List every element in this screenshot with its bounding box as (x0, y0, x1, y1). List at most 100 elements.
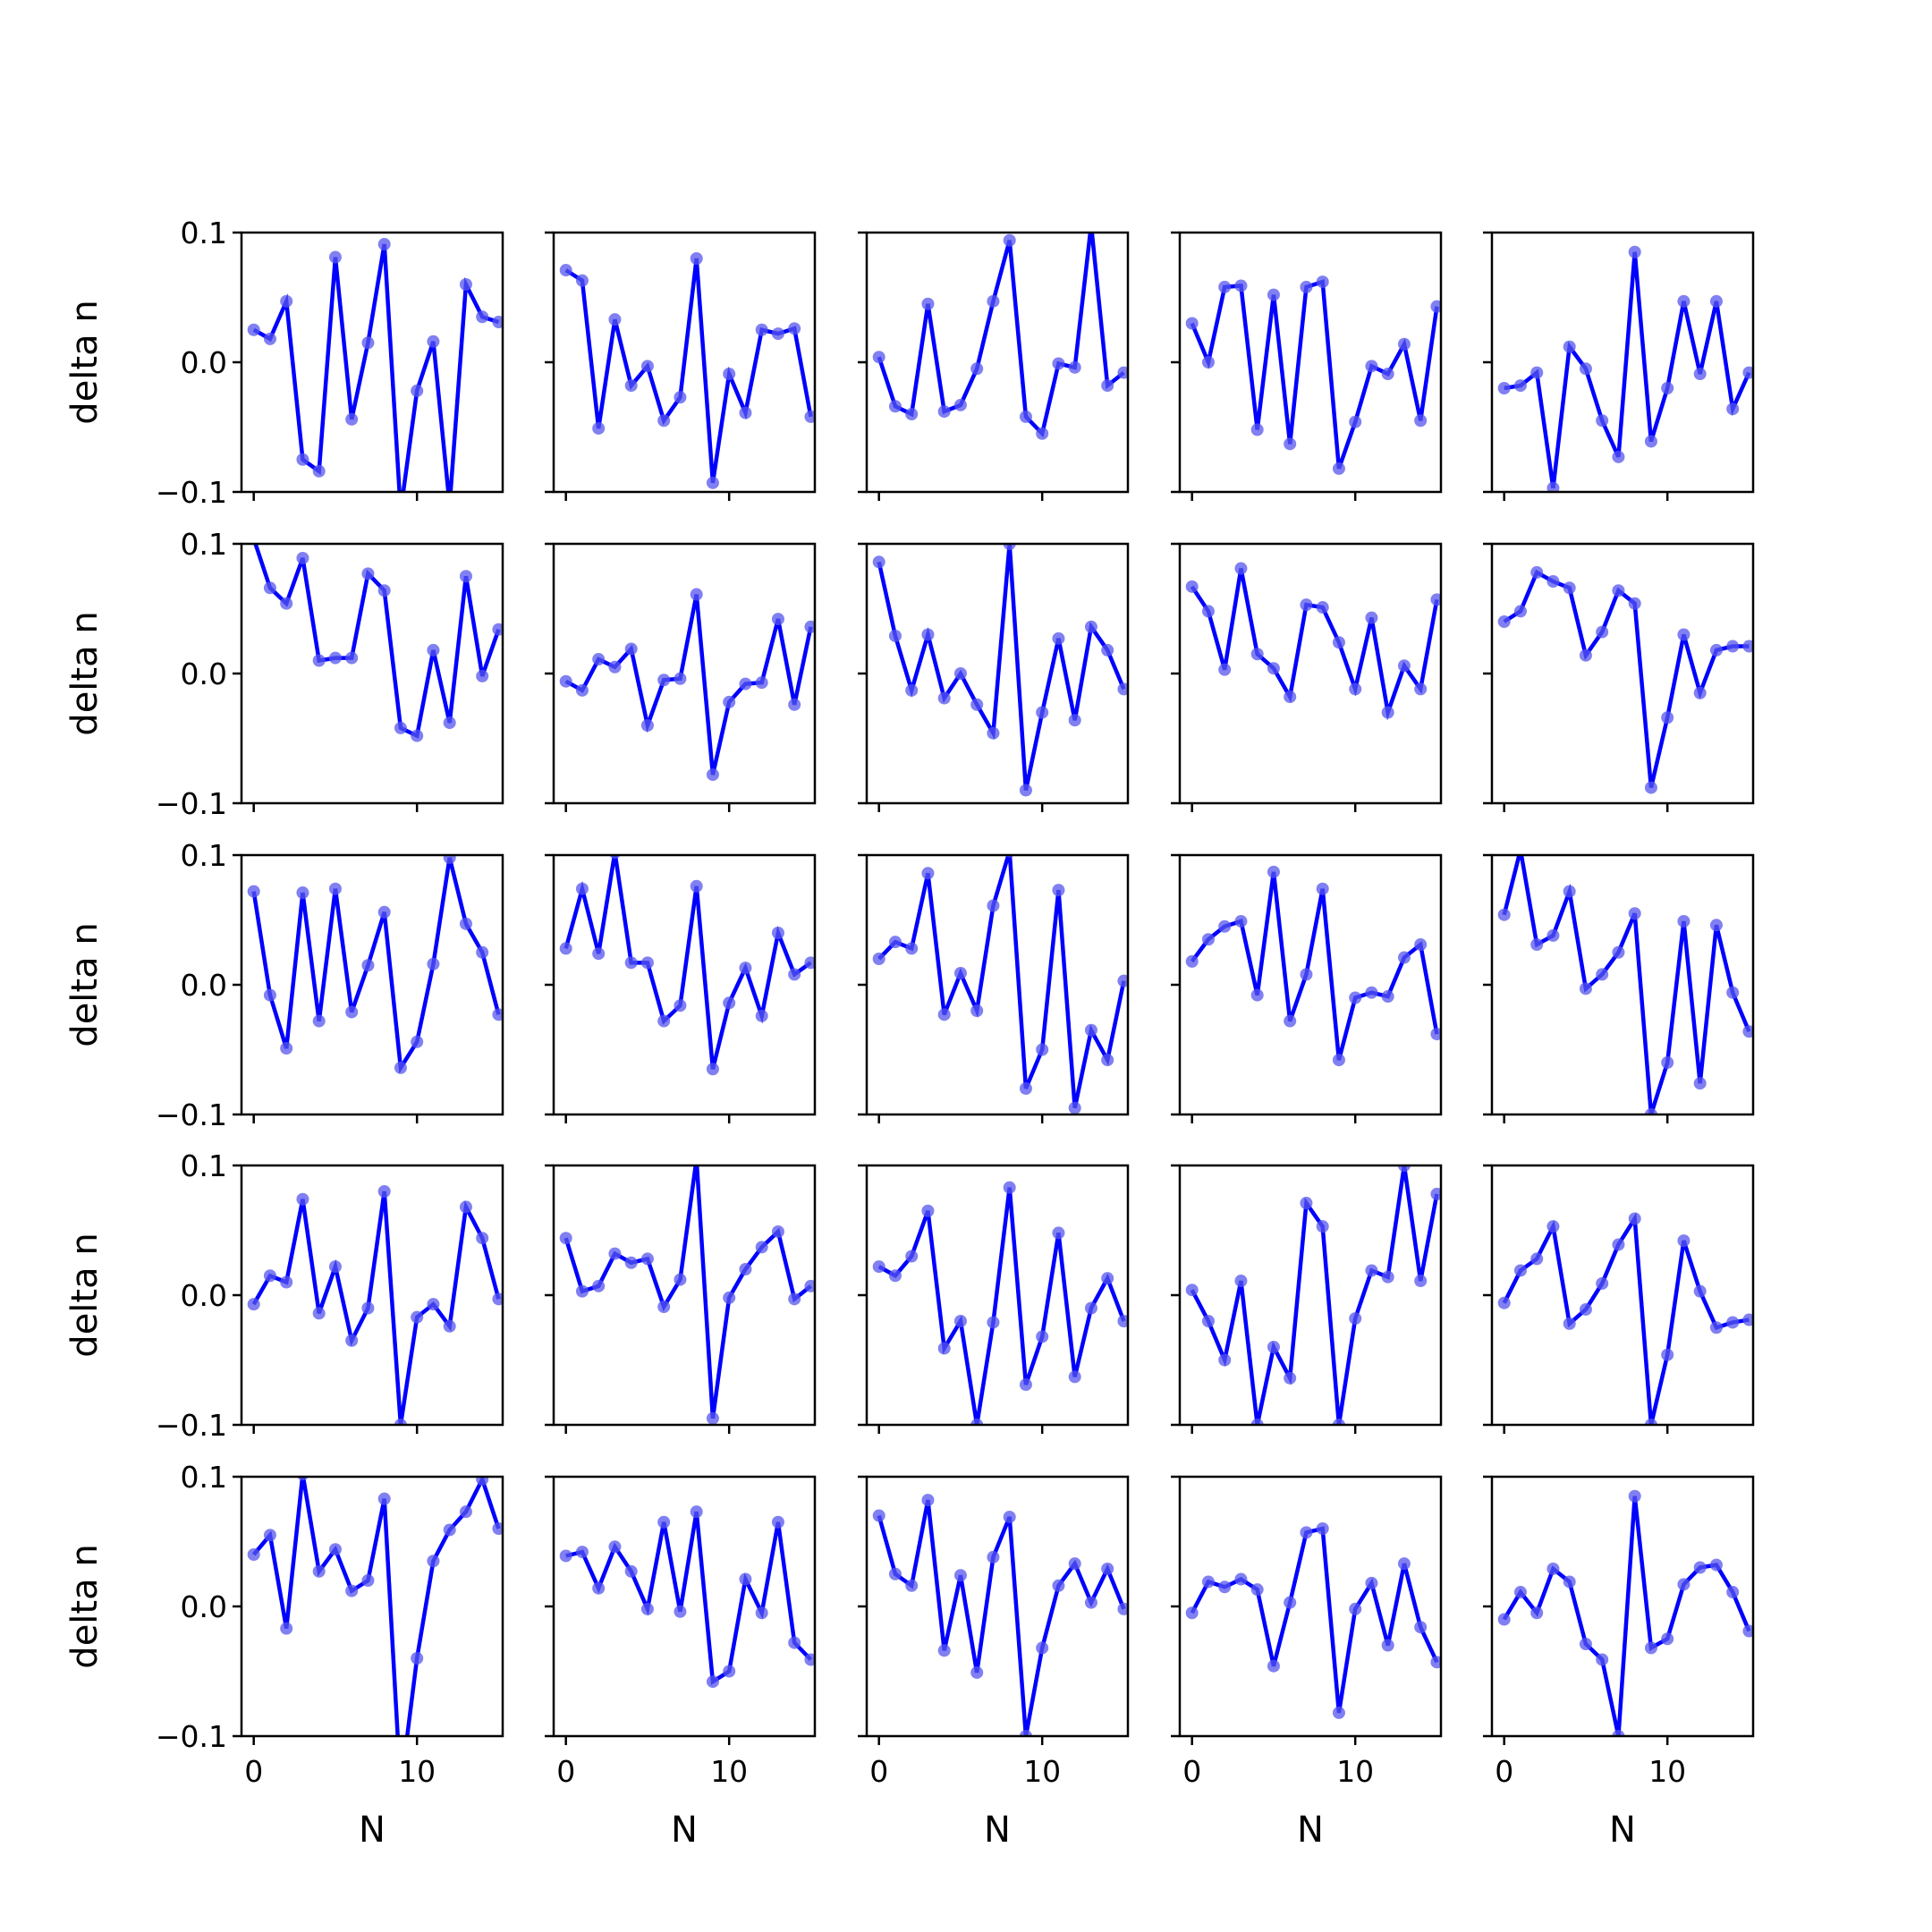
data-point (328, 1260, 342, 1274)
x-axis-label: N (984, 1809, 1011, 1851)
data-point (1300, 280, 1313, 293)
data-point (443, 855, 456, 864)
data-point (411, 1310, 424, 1324)
data-point (1101, 643, 1114, 657)
data-point (280, 1042, 293, 1055)
data-point (1546, 1562, 1560, 1575)
data-point (1381, 1270, 1394, 1284)
data-point (1332, 636, 1345, 649)
data-point (443, 1523, 456, 1537)
data-point (609, 855, 621, 860)
subplot-r2-c3 (1171, 853, 1443, 1123)
subplot-r0-c2 (858, 218, 1130, 501)
data-point (1742, 1313, 1753, 1326)
data-point (377, 905, 391, 919)
data-point (361, 1301, 375, 1315)
data-point (1101, 1054, 1114, 1067)
data-point (1003, 233, 1016, 247)
data-point (1300, 1197, 1313, 1210)
data-point (1052, 1226, 1065, 1240)
subplot-r3-c1 (545, 1164, 817, 1434)
data-point (1414, 1621, 1428, 1634)
y-tick-label: 0.1 (181, 1148, 227, 1183)
series-line (565, 1511, 813, 1685)
data-point (476, 1232, 489, 1245)
data-point (345, 412, 359, 426)
data-point (1726, 402, 1740, 416)
data-point (937, 691, 951, 705)
data-point (1677, 1234, 1690, 1248)
data-point (1185, 954, 1199, 968)
data-point (788, 1292, 801, 1306)
data-point (1052, 357, 1065, 370)
data-point (674, 1273, 687, 1286)
data-point (1300, 598, 1313, 612)
data-point (1596, 414, 1609, 428)
data-point (411, 729, 424, 742)
data-point (755, 1606, 768, 1620)
data-point (888, 1567, 902, 1580)
data-point (1267, 1659, 1280, 1673)
data-point (624, 642, 638, 656)
x-axis-label: N (359, 1809, 386, 1851)
data-point (1068, 1101, 1081, 1114)
data-point (394, 505, 407, 518)
data-point (739, 406, 752, 419)
data-point (1267, 865, 1280, 878)
data-point (345, 1584, 359, 1597)
data-point (592, 1581, 606, 1595)
data-point (1579, 362, 1592, 376)
data-point (1497, 908, 1511, 921)
subplot-r2-c0: −0.1 0.0 0.1 delta n (64, 838, 504, 1132)
data-point (657, 1515, 671, 1529)
data-point (1414, 414, 1428, 428)
subplot-r3-c4 (1483, 1164, 1755, 1434)
data-point (1513, 605, 1527, 618)
data-point (657, 414, 671, 428)
data-point (492, 1008, 503, 1021)
y-axis-label: delta n (64, 611, 106, 735)
data-point (1563, 340, 1576, 353)
data-point (312, 654, 326, 667)
data-point (1365, 611, 1378, 624)
data-point (297, 1477, 309, 1481)
data-point (1052, 631, 1065, 645)
data-point (1563, 581, 1576, 595)
data-point (1546, 481, 1560, 492)
data-point (1612, 584, 1625, 597)
data-point (1661, 1632, 1674, 1646)
y-tick-label: 0.1 (181, 527, 227, 562)
data-point (1201, 1315, 1215, 1327)
data-point (1267, 288, 1280, 301)
data-point (723, 1291, 736, 1304)
data-point (1267, 662, 1280, 675)
data-point (1332, 1419, 1345, 1425)
data-point (575, 683, 589, 697)
data-point (1085, 218, 1097, 231)
data-point (640, 360, 654, 373)
data-point (296, 1192, 309, 1206)
y-tick-label: −0.1 (156, 1719, 227, 1754)
data-point (723, 996, 736, 1010)
data-point (443, 716, 456, 730)
data-point (296, 551, 309, 564)
series-line (1190, 279, 1439, 470)
data-point (937, 1008, 951, 1021)
data-point (1316, 882, 1329, 895)
data-point (1117, 1315, 1128, 1327)
x-axis-label: N (1609, 1809, 1636, 1851)
data-point (1036, 706, 1049, 719)
data-point (1742, 1624, 1753, 1638)
data-point (706, 768, 719, 782)
data-point (1628, 1212, 1641, 1225)
data-point (953, 966, 967, 979)
data-point (1430, 593, 1441, 606)
series-line (1503, 569, 1750, 789)
axes-frame (865, 231, 1130, 494)
data-point (1234, 1572, 1248, 1586)
data-point (592, 947, 606, 961)
data-point (1201, 1575, 1215, 1589)
subplot-r1-c4 (1483, 542, 1755, 812)
series-line (251, 1477, 501, 1736)
